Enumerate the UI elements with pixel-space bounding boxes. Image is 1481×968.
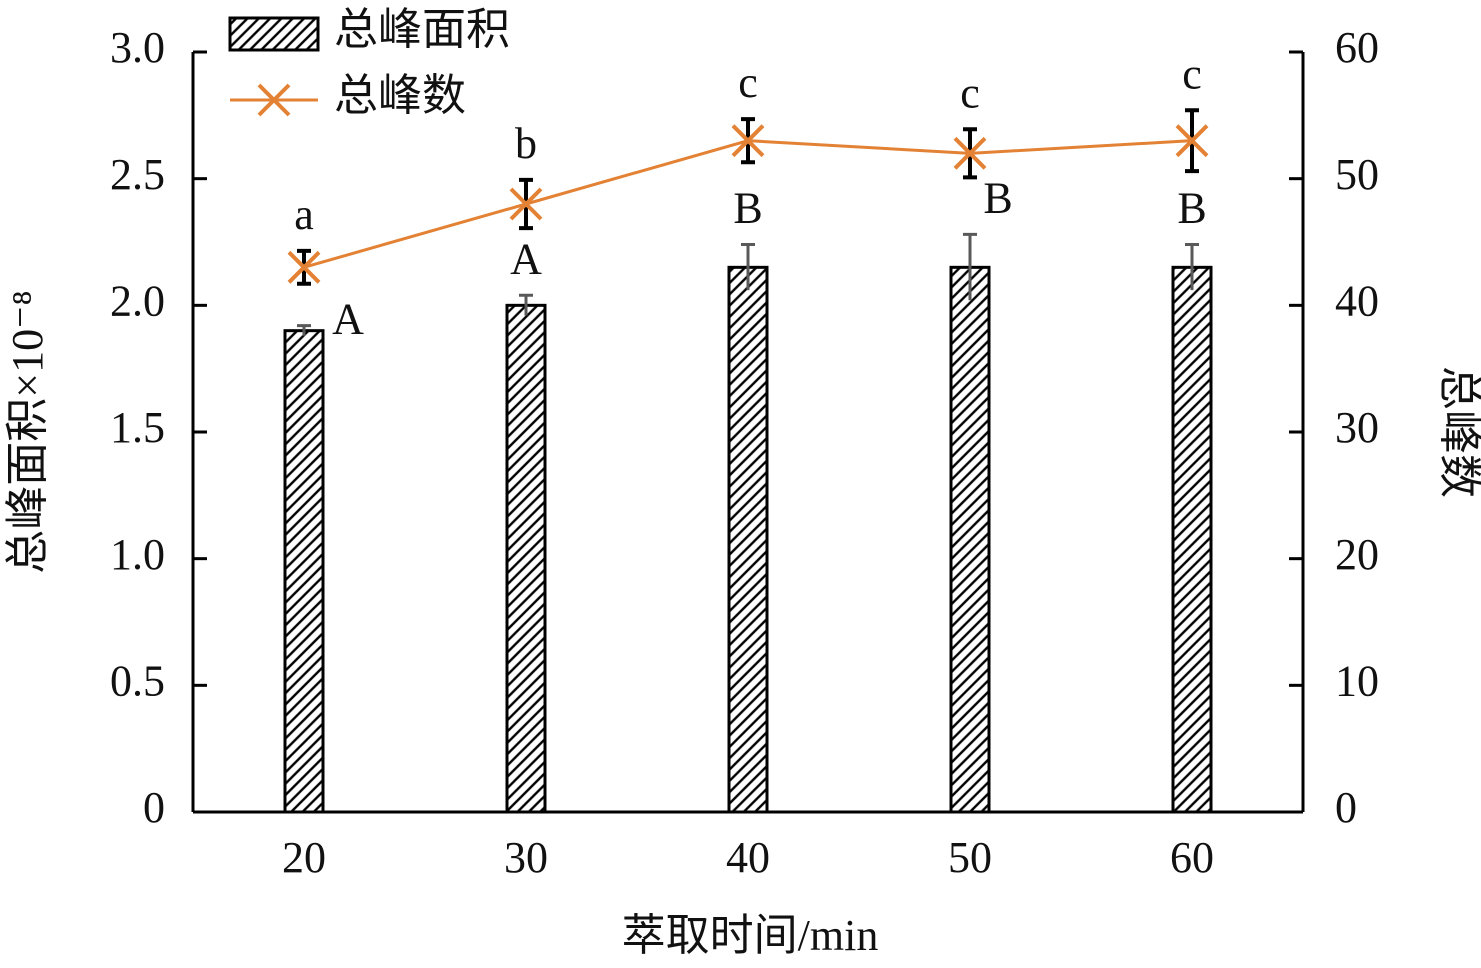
y-tick-label: 1.0 [110,530,165,579]
legend-label: 总峰数 [334,71,466,120]
y-tick-label: 0.5 [110,656,165,705]
line-annotation: c [1182,49,1202,98]
legend-marker [257,83,291,117]
y-tick-label: 2.0 [110,276,165,325]
bar [949,265,991,814]
bar-annotation: A [510,234,542,283]
bar [727,265,769,814]
bar-annotation: B [733,184,762,233]
y2-tick-label: 50 [1335,150,1379,199]
marker [287,250,321,284]
y2-axis-label: 总峰数 [1435,366,1481,498]
bar-annotation: B [983,173,1012,222]
bar [283,329,325,814]
marker [953,136,987,170]
y2-tick-label: 30 [1335,403,1379,452]
error-bar [297,324,311,336]
legend-label: 总峰面积 [334,5,510,54]
bar-annotation: A [332,295,364,344]
y2-tick-label: 60 [1335,23,1379,72]
x-tick-label: 20 [282,833,326,882]
y2-tick-label: 40 [1335,276,1379,325]
x-axis-label: 萃取时间/min [622,911,879,960]
marker [509,187,543,221]
y-tick-label: 2.5 [110,150,165,199]
line-annotation: b [515,119,537,168]
marker [1175,124,1209,158]
bar-annotation: B [1177,184,1206,233]
bar [1171,265,1213,814]
y2-tick-label: 0 [1335,783,1357,832]
y-tick-label: 3.0 [110,23,165,72]
line-annotation: c [960,68,980,117]
y-axis-label: 总峰面积×10⁻⁸ [3,290,52,573]
line-annotation: a [294,190,314,239]
x-tick-label: 50 [948,833,992,882]
error-bar [963,232,977,301]
y-tick-label: 1.5 [110,403,165,452]
error-bar [1185,243,1199,291]
y-tick-label: 0 [143,783,165,832]
x-tick-label: 30 [504,833,548,882]
y2-tick-label: 10 [1335,656,1379,705]
marker [731,124,765,158]
legend-swatch [228,16,320,52]
line-annotation: c [738,58,758,107]
x-tick-label: 60 [1170,833,1214,882]
error-bar [741,243,755,291]
x-tick-label: 40 [726,833,770,882]
bar [505,303,547,814]
y2-tick-label: 20 [1335,530,1379,579]
error-bar [519,293,533,316]
